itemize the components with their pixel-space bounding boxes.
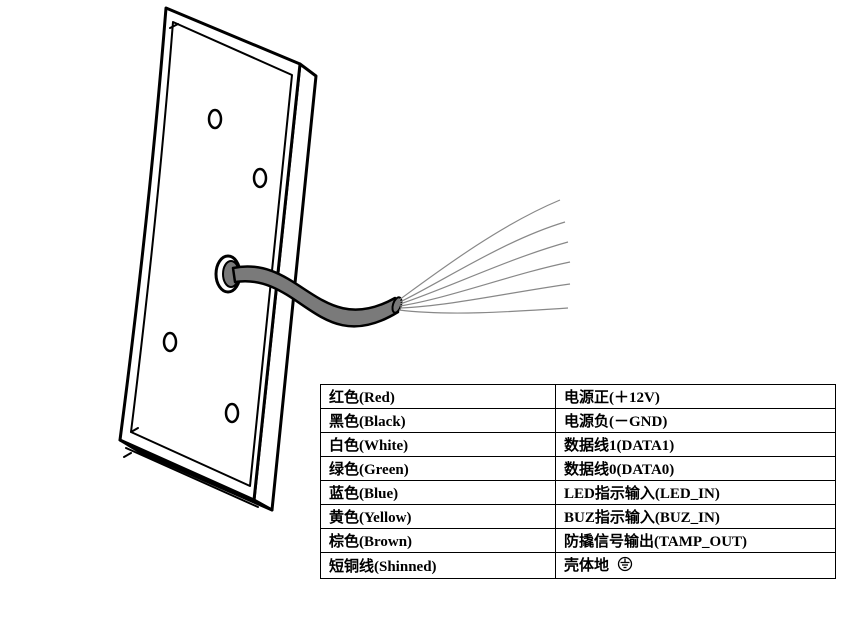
table-row: 黑色(Black) 电源负(－GND) <box>321 409 836 433</box>
table-row: 白色(White) 数据线1(DATA1) <box>321 433 836 457</box>
table-row: 短铜线(Shinned) 壳体地 <box>321 553 836 579</box>
wire-function-cell: 电源正(＋12V) <box>556 385 836 409</box>
wire-color-cell: 短铜线(Shinned) <box>321 553 556 579</box>
wire-function-cell: BUZ指示输入(BUZ_IN) <box>556 505 836 529</box>
wire-function-cell: 壳体地 <box>556 553 836 579</box>
wire-color-cell: 黄色(Yellow) <box>321 505 556 529</box>
table-row: 蓝色(Blue) LED指示输入(LED_IN) <box>321 481 836 505</box>
table-row: 棕色(Brown) 防撬信号输出(TAMP_OUT) <box>321 529 836 553</box>
table-row: 红色(Red) 电源正(＋12V) <box>321 385 836 409</box>
wire-color-cell: 白色(White) <box>321 433 556 457</box>
ground-icon <box>617 556 633 577</box>
wire-color-cell: 棕色(Brown) <box>321 529 556 553</box>
wire-function-cell: 数据线1(DATA1) <box>556 433 836 457</box>
wire-function-text: 壳体地 <box>564 558 609 574</box>
device-body <box>120 8 316 510</box>
wire-color-cell: 红色(Red) <box>321 385 556 409</box>
wire-color-cell: 蓝色(Blue) <box>321 481 556 505</box>
wire-function-cell: LED指示输入(LED_IN) <box>556 481 836 505</box>
wire-function-cell: 数据线0(DATA0) <box>556 457 836 481</box>
wire-function-cell: 防撬信号输出(TAMP_OUT) <box>556 529 836 553</box>
table-row: 黄色(Yellow) BUZ指示输入(BUZ_IN) <box>321 505 836 529</box>
wire-fan <box>399 200 570 313</box>
wiring-table: 红色(Red) 电源正(＋12V) 黑色(Black) 电源负(－GND) 白色… <box>320 384 836 579</box>
table-row: 绿色(Green) 数据线0(DATA0) <box>321 457 836 481</box>
wire-function-cell: 电源负(－GND) <box>556 409 836 433</box>
wiring-table-body: 红色(Red) 电源正(＋12V) 黑色(Black) 电源负(－GND) 白色… <box>321 385 836 579</box>
wire-color-cell: 黑色(Black) <box>321 409 556 433</box>
wire-color-cell: 绿色(Green) <box>321 457 556 481</box>
